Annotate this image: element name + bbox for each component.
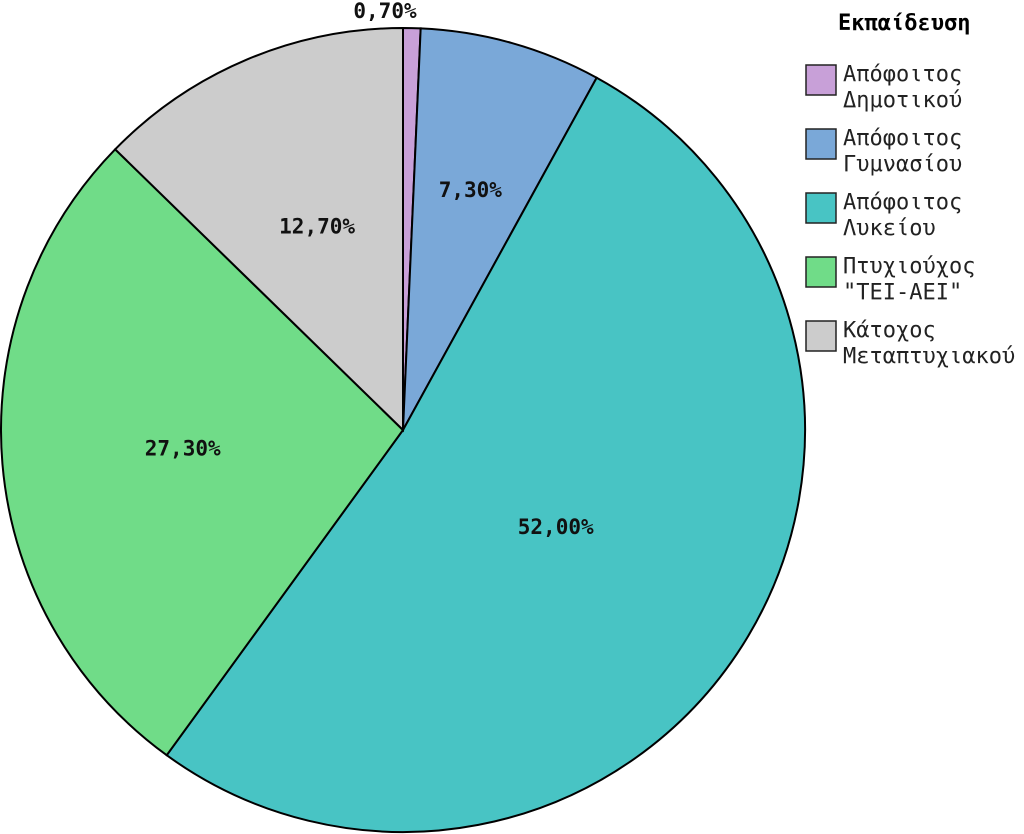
data-label-4: 27,30% xyxy=(145,437,221,461)
legend-label-2-line-2: Γυμνασίου xyxy=(843,152,962,177)
legend-label-5-line-1: Κάτοχος xyxy=(843,318,936,343)
data-label-2: 7,30% xyxy=(439,178,503,202)
legend-label-4-line-1: Πτυχιούχος xyxy=(843,254,975,279)
legend-label-4-line-2: "ΤΕΙ-ΑΕΙ" xyxy=(843,280,962,305)
legend-label-5-line-2: Μεταπτυχιακού xyxy=(843,344,1015,369)
data-label-3: 52,00% xyxy=(518,515,594,539)
legend-label-1-line-2: Δημοτικού xyxy=(843,88,962,113)
pie-slice-5 xyxy=(113,26,404,433)
legend-label-1-line-1: Απόφοιτος xyxy=(843,62,962,87)
legend-label-3-line-2: Λυκείου xyxy=(843,216,936,241)
pie-slices xyxy=(0,26,807,833)
legend-swatch-4 xyxy=(805,256,837,288)
pie-slice-4 xyxy=(0,147,405,757)
legend-swatch-1 xyxy=(805,64,837,96)
legend: Εκπαίδευση ΑπόφοιτοςΔημοτικούΑπόφοιτοςΓυ… xyxy=(805,11,1015,369)
legend-title: Εκπαίδευση xyxy=(838,11,970,36)
legend-swatch-2 xyxy=(805,128,837,160)
legend-label-3-line-1: Απόφοιτος xyxy=(843,190,962,215)
data-label-1: 0,70% xyxy=(353,0,417,23)
data-labels: 0,70% 7,30% 52,00% 27,30% 12,70% xyxy=(145,0,594,539)
pie-slice-2 xyxy=(402,27,599,431)
data-label-5: 12,70% xyxy=(279,214,355,238)
legend-items: ΑπόφοιτοςΔημοτικούΑπόφοιτοςΓυμνασίουΑπόφ… xyxy=(805,62,1015,369)
legend-swatch-5 xyxy=(805,320,837,352)
pie-slice-3 xyxy=(165,76,807,833)
legend-swatch-3 xyxy=(805,192,837,224)
legend-label-2-line-1: Απόφοιτος xyxy=(843,126,962,151)
